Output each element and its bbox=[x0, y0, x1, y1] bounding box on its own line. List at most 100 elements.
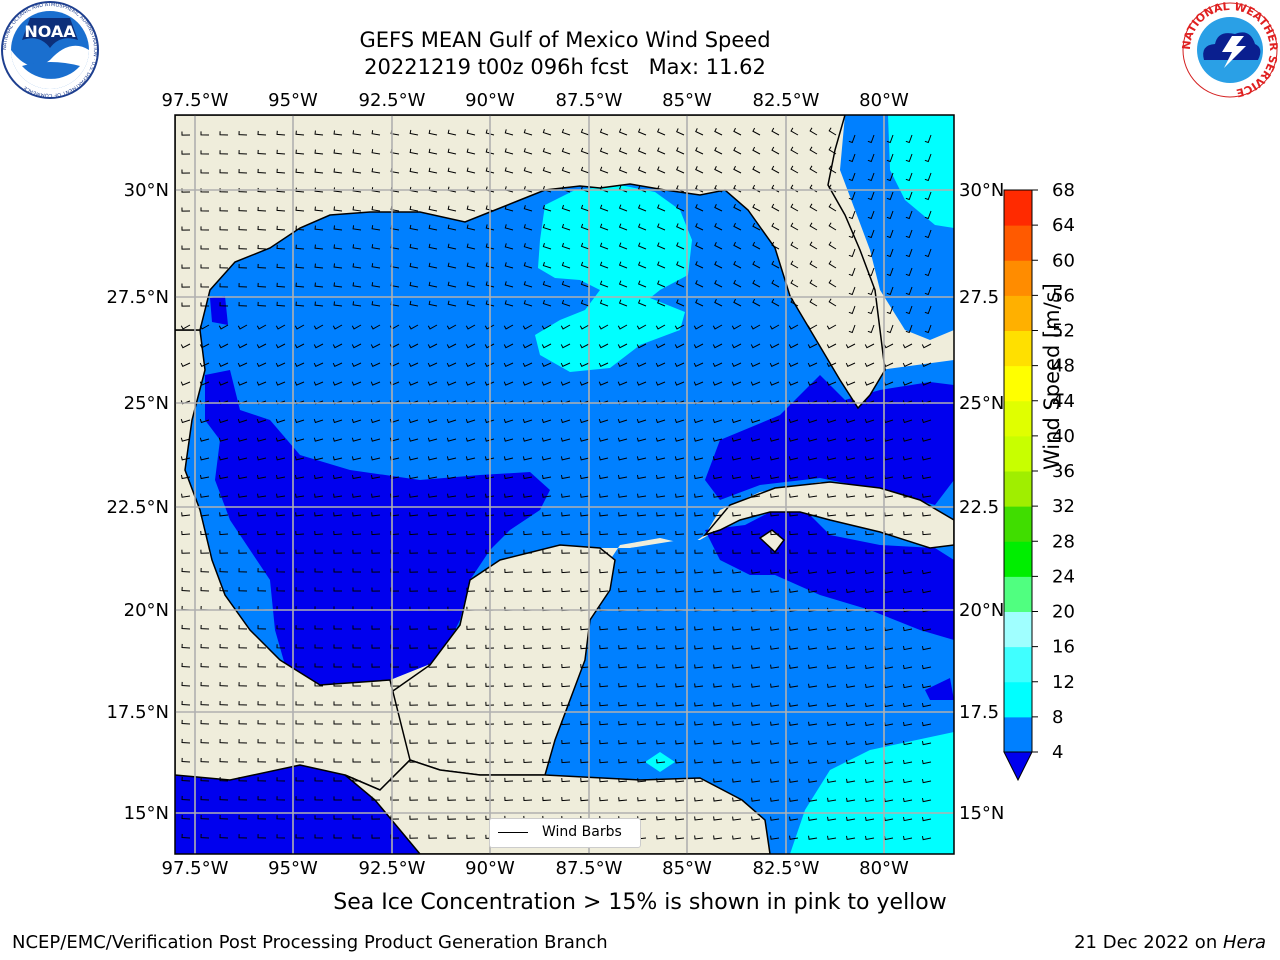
wind-barb bbox=[713, 759, 723, 764]
map-title: GEFS MEAN Gulf of Mexico Wind Speed bbox=[359, 28, 771, 52]
wind-barb bbox=[618, 512, 628, 517]
wind-barb bbox=[789, 702, 799, 707]
wind-barb bbox=[542, 739, 552, 745]
wind-barb bbox=[827, 493, 837, 498]
wind-barb bbox=[656, 740, 666, 745]
wind-barb bbox=[333, 206, 343, 212]
wind-barb bbox=[713, 778, 723, 783]
wind-barb bbox=[257, 834, 267, 839]
wind-barb bbox=[694, 702, 704, 707]
wind-barb bbox=[428, 300, 438, 307]
wind-barb bbox=[694, 626, 704, 631]
wind-barb bbox=[732, 645, 742, 650]
wind-barb bbox=[637, 721, 647, 726]
wind-barb bbox=[561, 280, 571, 288]
wind-barb bbox=[181, 833, 191, 839]
wind-barb bbox=[200, 757, 210, 763]
wind-barb bbox=[199, 437, 210, 442]
wind-barb bbox=[409, 281, 419, 288]
wind-barb bbox=[370, 437, 381, 442]
wind-barb bbox=[752, 260, 761, 269]
wind-barb bbox=[902, 645, 913, 651]
wind-barb bbox=[352, 777, 362, 782]
wind-barb bbox=[237, 456, 248, 461]
wind-barb bbox=[560, 381, 571, 386]
wind-barb bbox=[371, 512, 381, 517]
wind-barb bbox=[504, 739, 514, 744]
wind-barb bbox=[465, 474, 476, 480]
wind-barb bbox=[295, 663, 305, 668]
wind-barb bbox=[314, 739, 324, 744]
wind-barb bbox=[465, 343, 476, 349]
wind-barb bbox=[542, 281, 552, 288]
wind-barb bbox=[848, 286, 856, 296]
wind-barb bbox=[598, 324, 609, 330]
wind-barb bbox=[276, 682, 286, 687]
wind-barb bbox=[827, 645, 837, 650]
wind-barb bbox=[732, 683, 742, 688]
wind-barb bbox=[656, 530, 666, 536]
wind-barb bbox=[219, 207, 229, 212]
wind-barb bbox=[200, 662, 210, 668]
wind-barb bbox=[370, 343, 381, 349]
wind-barb bbox=[276, 530, 286, 536]
wind-barb bbox=[523, 549, 533, 554]
wind-barb bbox=[599, 128, 609, 136]
wind-barb bbox=[409, 167, 419, 174]
wind-barb bbox=[523, 777, 533, 783]
wind-barb bbox=[827, 569, 837, 574]
wind-barb bbox=[789, 530, 799, 536]
wind-barb bbox=[617, 343, 628, 349]
wind-barb bbox=[827, 778, 837, 783]
wind-barb bbox=[561, 549, 571, 554]
wind-barb bbox=[902, 362, 913, 368]
wind-barb bbox=[599, 261, 609, 269]
wind-barb bbox=[466, 701, 476, 706]
wind-barb bbox=[637, 204, 647, 212]
wind-barb bbox=[276, 130, 286, 136]
wind-barb bbox=[314, 587, 324, 592]
wind-barb bbox=[599, 299, 609, 307]
colorbar-tick-label: 36 bbox=[1052, 461, 1075, 482]
wind-barb bbox=[219, 264, 229, 269]
wind-barb bbox=[637, 166, 647, 174]
wind-barb bbox=[809, 260, 818, 269]
wind-barb bbox=[446, 456, 457, 461]
wind-barb bbox=[921, 418, 932, 424]
wind-barb bbox=[598, 418, 609, 424]
wind-barb bbox=[238, 283, 248, 288]
wind-barb bbox=[466, 663, 476, 668]
wind-barb bbox=[219, 720, 229, 725]
wind-barb bbox=[371, 493, 381, 498]
colorbar-tick-label: 40 bbox=[1052, 426, 1075, 447]
wind-barb bbox=[713, 645, 723, 650]
wind-barb bbox=[636, 418, 647, 424]
wind-barb bbox=[731, 343, 742, 349]
wind-barb bbox=[828, 127, 837, 136]
wind-barb bbox=[714, 242, 723, 250]
wind-barb bbox=[770, 797, 780, 802]
wind-barb bbox=[447, 834, 457, 839]
wind-barb bbox=[598, 381, 609, 386]
wind-barb bbox=[902, 569, 913, 575]
wind-barb bbox=[352, 244, 362, 250]
wind-barb bbox=[921, 740, 932, 746]
colorbar-under-arrow bbox=[1003, 751, 1033, 782]
wind-barb bbox=[237, 474, 248, 480]
wind-barb bbox=[313, 437, 324, 442]
wind-barb bbox=[826, 324, 837, 330]
wind-barb bbox=[846, 797, 856, 802]
lat-tick-left: 15°N bbox=[124, 803, 169, 824]
wind-barb bbox=[751, 549, 761, 554]
wind-barb bbox=[675, 721, 685, 726]
wind-barb bbox=[199, 362, 210, 368]
wind-barb bbox=[409, 587, 419, 592]
wind-barb bbox=[924, 305, 932, 315]
wind-barb bbox=[390, 739, 400, 744]
wind-barb bbox=[314, 282, 324, 288]
wind-barb bbox=[294, 418, 305, 424]
wind-barb bbox=[864, 797, 875, 803]
wind-barb bbox=[352, 225, 362, 231]
wind-barb bbox=[579, 324, 590, 330]
wind-barb bbox=[617, 474, 628, 480]
